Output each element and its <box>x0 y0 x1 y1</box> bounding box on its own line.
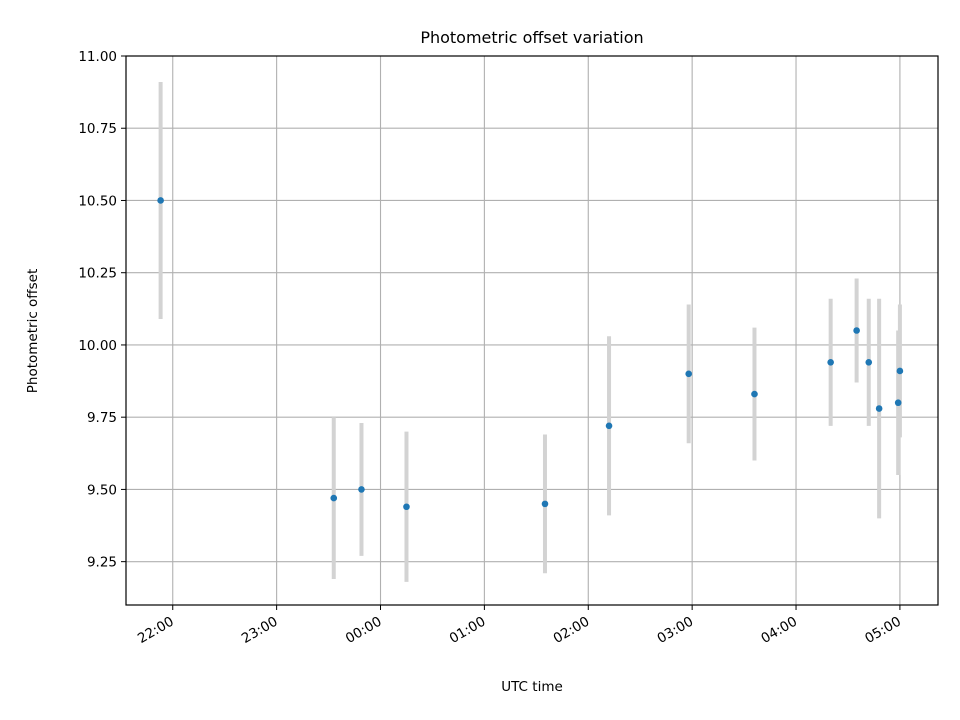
y-tick-label: 9.50 <box>87 482 117 498</box>
grid-lines <box>126 55 938 605</box>
data-point <box>896 367 904 375</box>
y-tick-label: 11.00 <box>78 49 117 65</box>
data-point <box>875 405 883 412</box>
y-axis-ticks: 9.25 9.50 9.75 10.00 10.25 10.50 10.75 11.00 <box>78 49 126 571</box>
y-tick-label: 10.50 <box>78 193 117 209</box>
data-points <box>157 197 904 511</box>
data-point <box>605 422 613 430</box>
data-point <box>330 494 338 502</box>
x-axis-label: UTC time <box>501 679 563 695</box>
data-point <box>541 500 549 508</box>
data-point <box>685 370 692 378</box>
y-tick-label: 10.25 <box>78 266 117 282</box>
y-axis-label: Photometric offset <box>25 269 41 393</box>
y-tick-label: 9.25 <box>87 555 117 571</box>
y-tick-label: 10.75 <box>78 121 117 137</box>
data-point <box>403 503 410 511</box>
data-point <box>157 197 164 204</box>
data-point <box>853 327 860 334</box>
data-point <box>358 486 365 493</box>
y-tick-label: 10.00 <box>78 338 117 354</box>
data-point <box>894 399 902 407</box>
chart-title: Photometric offset variation <box>420 28 643 47</box>
data-point <box>751 390 758 398</box>
data-point <box>865 358 873 366</box>
y-tick-label: 9.75 <box>87 410 117 426</box>
plot-frame <box>125 55 939 606</box>
data-point <box>827 358 834 366</box>
